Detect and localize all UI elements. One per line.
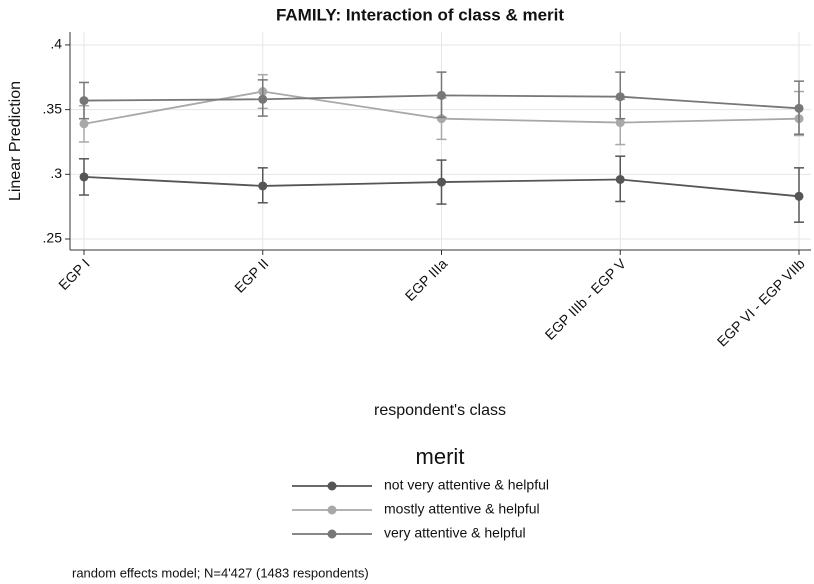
y-tick-label: .25 bbox=[43, 230, 63, 246]
x-tick-label: EGP I bbox=[55, 255, 93, 293]
point bbox=[79, 119, 89, 129]
point bbox=[437, 114, 446, 124]
x-tick-label: EGP II bbox=[231, 255, 271, 295]
y-tick-label: .3 bbox=[50, 165, 62, 181]
point bbox=[437, 177, 446, 187]
x-tick-label: EGP VI - EGP VIIb bbox=[714, 255, 808, 349]
legend-marker bbox=[327, 529, 337, 539]
legend-marker bbox=[327, 505, 337, 515]
legend-label: very attentive & helpful bbox=[384, 525, 526, 541]
chart-title: FAMILY: Interaction of class & merit bbox=[276, 5, 564, 24]
x-tick-label: EGP IIIb - EGP V bbox=[542, 255, 630, 343]
point bbox=[79, 96, 89, 106]
legend-label: not very attentive & helpful bbox=[384, 477, 549, 493]
y-axis-label: Linear Prediction bbox=[7, 81, 24, 201]
x-axis-label: respondent's class bbox=[374, 402, 506, 419]
legend-marker bbox=[327, 481, 337, 491]
point bbox=[437, 90, 446, 100]
point bbox=[79, 172, 89, 182]
y-tick-label: .4 bbox=[50, 36, 62, 52]
y-tick-label: .35 bbox=[43, 100, 63, 116]
legend-title: merit bbox=[416, 444, 465, 469]
point bbox=[794, 191, 804, 201]
note: random effects model; N=4'427 (1483 resp… bbox=[72, 565, 369, 580]
x-tick-label: EGP IIIa bbox=[402, 255, 451, 304]
point bbox=[615, 174, 625, 184]
point bbox=[258, 94, 268, 104]
legend-label: mostly attentive & helpful bbox=[384, 501, 540, 517]
point bbox=[615, 92, 625, 102]
point bbox=[615, 118, 625, 128]
point bbox=[258, 181, 268, 191]
point bbox=[794, 103, 804, 113]
